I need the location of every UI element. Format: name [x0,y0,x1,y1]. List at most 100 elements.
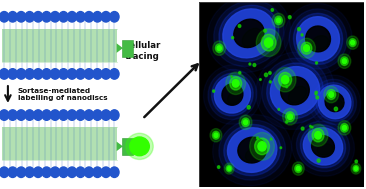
Bar [2,127,117,144]
Ellipse shape [84,69,94,79]
Ellipse shape [308,75,361,129]
Ellipse shape [76,12,85,22]
Circle shape [286,86,288,88]
Ellipse shape [67,69,76,79]
Ellipse shape [8,110,17,120]
Ellipse shape [289,9,347,69]
Circle shape [310,125,311,127]
Ellipse shape [51,167,60,177]
Ellipse shape [228,91,241,104]
Ellipse shape [222,84,243,105]
Ellipse shape [59,69,68,79]
Circle shape [274,67,296,92]
Circle shape [255,138,269,155]
Circle shape [342,125,347,130]
Circle shape [288,114,292,119]
Circle shape [212,131,220,139]
Circle shape [238,25,241,27]
Ellipse shape [238,137,266,163]
Ellipse shape [294,13,343,64]
Ellipse shape [25,110,34,120]
Circle shape [214,133,218,137]
Circle shape [338,121,351,135]
Ellipse shape [316,83,353,121]
Ellipse shape [325,92,344,112]
Circle shape [249,63,251,65]
Ellipse shape [8,69,17,79]
Ellipse shape [16,110,26,120]
Circle shape [301,34,303,36]
Ellipse shape [33,69,43,79]
Circle shape [298,38,315,58]
Ellipse shape [214,0,284,67]
Ellipse shape [59,167,68,177]
Ellipse shape [234,19,264,48]
Ellipse shape [8,167,17,177]
Ellipse shape [306,26,330,52]
Ellipse shape [228,128,277,172]
Ellipse shape [110,12,119,22]
Circle shape [342,59,347,64]
Circle shape [312,129,324,142]
Ellipse shape [33,167,43,177]
Ellipse shape [16,69,26,79]
Ellipse shape [330,100,343,110]
Circle shape [278,108,280,110]
Circle shape [283,108,298,125]
Ellipse shape [110,110,119,120]
Ellipse shape [25,167,34,177]
Circle shape [258,142,266,151]
Circle shape [270,47,273,50]
Ellipse shape [93,69,102,79]
Ellipse shape [219,120,285,180]
Circle shape [281,76,289,84]
Ellipse shape [242,28,261,46]
Circle shape [224,163,234,174]
Ellipse shape [16,12,26,22]
Circle shape [286,121,288,123]
Ellipse shape [8,12,17,22]
Circle shape [355,160,358,163]
Ellipse shape [76,167,85,177]
Circle shape [347,36,359,49]
Ellipse shape [212,73,253,116]
Circle shape [353,165,359,172]
Circle shape [217,166,220,168]
Circle shape [329,92,334,97]
Circle shape [126,133,153,160]
Ellipse shape [101,110,111,120]
Ellipse shape [214,76,250,113]
Circle shape [315,93,317,95]
Ellipse shape [51,69,60,79]
Ellipse shape [267,63,323,119]
Circle shape [270,138,272,140]
Ellipse shape [25,69,34,79]
Circle shape [256,29,281,57]
Ellipse shape [33,110,43,120]
Ellipse shape [303,128,343,165]
Ellipse shape [288,86,307,103]
Ellipse shape [110,69,119,79]
Ellipse shape [0,12,9,22]
Circle shape [230,77,242,90]
Ellipse shape [76,69,85,79]
Circle shape [324,86,339,103]
Bar [122,40,132,57]
Ellipse shape [59,12,68,22]
Polygon shape [117,43,123,53]
Circle shape [259,79,261,81]
Ellipse shape [33,12,43,22]
Circle shape [351,163,361,174]
Circle shape [269,71,271,74]
Ellipse shape [208,69,257,120]
Ellipse shape [25,12,34,22]
Ellipse shape [262,58,328,123]
Ellipse shape [281,77,309,105]
Ellipse shape [84,167,94,177]
Circle shape [296,166,300,171]
Text: Sortase-mediated
labelling of nanodiscs: Sortase-mediated labelling of nanodiscs [18,88,107,101]
Circle shape [308,124,328,146]
Ellipse shape [207,0,291,73]
Circle shape [213,41,226,55]
Circle shape [280,147,281,149]
